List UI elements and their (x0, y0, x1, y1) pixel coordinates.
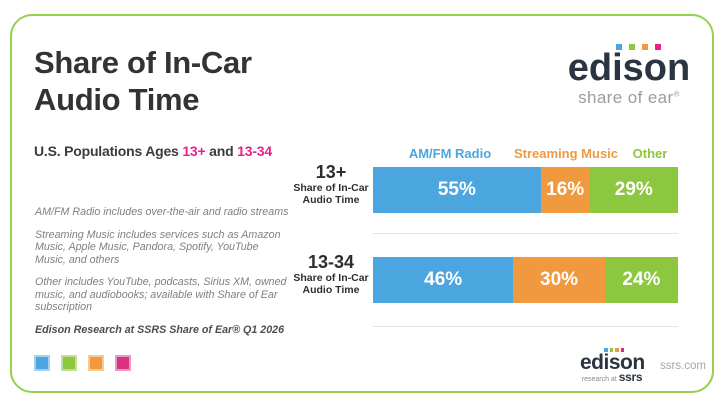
tagline-text: share of ear (578, 88, 674, 107)
row-category: 13+ (315, 162, 347, 182)
registered-mark: ® (673, 89, 680, 99)
footnote-streaming: Streaming Music includes services such a… (35, 228, 281, 266)
edison-wordmark-small: edison (580, 351, 645, 374)
bar-segment-amfm: 46% (373, 257, 514, 303)
legend-streaming-music: Streaming Music (513, 146, 619, 161)
subtitle-prefix: U.S. Populations Ages (34, 143, 183, 159)
logo-color-dots (616, 44, 661, 50)
ssrs-wordmark: ssrs (618, 370, 643, 384)
research-at-text: research at (581, 376, 617, 383)
logo-dot-green (629, 44, 635, 50)
logo-dot-green (609, 348, 613, 352)
stacked-bar-13plus: 55% 16% 29% (373, 167, 678, 213)
research-at-ssrs: research at ssrs (580, 370, 644, 384)
footnote-amfm: AM/FM Radio includes over-the-air and ra… (35, 206, 289, 218)
bar-segment-amfm: 55% (373, 167, 541, 213)
logo-dot-pink (655, 44, 661, 50)
title-line-2: Audio Time (34, 82, 200, 117)
row-label-13-34: 13-34 Share of In-Car Audio Time (281, 252, 381, 297)
stacked-bar-13-34: 46% 30% 24% (373, 257, 678, 303)
footnotes: AM/FM Radio includes over-the-air and ra… (35, 206, 289, 346)
logo-dot-blue (616, 44, 622, 50)
share-of-ear-tagline: share of ear® (553, 88, 705, 108)
segment-value-label: 46% (424, 269, 463, 290)
row-sublabel-line1: Share of In-Car (293, 182, 369, 194)
edison-research-ssrs-logo: edison research at ssrs (580, 346, 645, 384)
source-line: Edison Research at SSRS Share of Ear® Q1… (35, 323, 285, 336)
segment-value-label: 24% (622, 269, 661, 290)
logo-dot-blue (604, 348, 608, 352)
logo-dot-orange (642, 44, 648, 50)
subtitle-age-13-34: 13-34 (237, 143, 272, 159)
brand-square-blue (34, 355, 50, 371)
bar-segment-other: 29% (589, 167, 678, 213)
logo-dot-orange (615, 348, 619, 352)
subtitle-connector: and (205, 143, 238, 159)
row-sublabel-line1: Share of In-Car (293, 272, 369, 284)
row-divider (373, 326, 678, 327)
legend-amfm-radio: AM/FM Radio (408, 146, 492, 161)
subtitle: U.S. Populations Ages 13+ and 13-34 (34, 143, 272, 159)
bar-segment-streaming: 16% (540, 167, 590, 213)
row-category: 13-34 (307, 252, 355, 272)
segment-value-label: 29% (614, 179, 653, 200)
logo-color-dots-small (604, 348, 624, 352)
logo-dot-pink (620, 348, 624, 352)
footnote-other: Other includes YouTube, podcasts, Sirius… (35, 276, 287, 313)
row-sublabel-line2: Audio Time (302, 194, 360, 206)
segment-value-label: 30% (540, 269, 579, 290)
bar-segment-streaming: 30% (513, 257, 605, 303)
segment-value-label: 55% (437, 179, 476, 200)
row-divider (373, 233, 678, 234)
slide-card: Share of In-Car Audio Time U.S. Populati… (10, 14, 714, 393)
title-line-1: Share of In-Car (34, 45, 252, 80)
row-label-13plus: 13+ Share of In-Car Audio Time (281, 162, 381, 207)
bar-segment-other: 24% (604, 257, 678, 303)
edison-share-of-ear-logo: edison share of ear® (553, 38, 705, 108)
row-sublabel-line2: Audio Time (302, 284, 360, 296)
brand-color-squares (34, 355, 131, 371)
brand-square-orange (88, 355, 104, 371)
ssrs-website-link[interactable]: ssrs.com (660, 360, 706, 372)
page-title: Share of In-Car Audio Time (34, 44, 252, 118)
subtitle-age-13plus: 13+ (182, 143, 206, 159)
segment-value-label: 16% (546, 179, 585, 200)
legend-other: Other (632, 146, 668, 161)
brand-square-pink (115, 355, 131, 371)
edison-wordmark: edison (567, 47, 691, 89)
brand-square-green (61, 355, 77, 371)
